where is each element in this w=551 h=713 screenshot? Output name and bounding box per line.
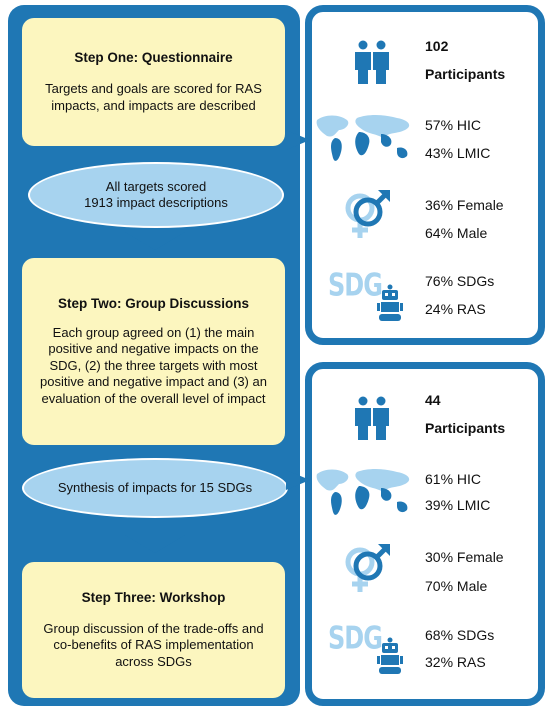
step-two-box: Step Two: Group Discussions Each group a… xyxy=(22,258,285,445)
participants-count: 102 xyxy=(425,38,448,54)
participants-label: Participants xyxy=(425,66,505,82)
sdg-logo-icon: SDG xyxy=(328,267,382,303)
robot-icon xyxy=(376,284,404,322)
people-icon xyxy=(352,396,392,440)
male-stat: 64% Male xyxy=(425,225,487,241)
hic-stat: 61% HIC xyxy=(425,471,481,487)
step-one-body: Targets and goals are scored for RAS imp… xyxy=(44,81,264,114)
step-three-box: Step Three: Workshop Group discussion of… xyxy=(22,562,285,698)
ras-stat: 24% RAS xyxy=(425,301,486,317)
lmic-stat: 43% LMIC xyxy=(425,145,490,161)
ras-stat: 32% RAS xyxy=(425,654,486,670)
step-one-box: Step One: Questionnaire Targets and goal… xyxy=(22,18,285,146)
step-three-title: Step Three: Workshop xyxy=(82,590,226,605)
step-three-body: Group discussion of the trade-offs and c… xyxy=(41,621,266,671)
oval-line: Synthesis of impacts for 15 SDGs xyxy=(58,480,252,496)
hic-stat: 57% HIC xyxy=(425,117,481,133)
participants-count: 44 xyxy=(425,392,441,408)
robot-icon xyxy=(376,637,404,675)
male-stat: 70% Male xyxy=(425,578,487,594)
female-stat: 30% Female xyxy=(425,549,504,565)
step-two-title: Step Two: Group Discussions xyxy=(58,296,249,311)
oval-line: 1913 impact descriptions xyxy=(84,195,228,211)
step-two-body: Each group agreed on (1) the main positi… xyxy=(38,325,270,408)
step-one-title: Step One: Questionnaire xyxy=(74,50,232,65)
gender-icon xyxy=(342,544,392,596)
step-one-oval: All targets scored 1913 impact descripti… xyxy=(28,162,284,228)
lmic-stat: 39% LMIC xyxy=(425,497,490,513)
world-map-icon xyxy=(313,112,417,166)
sdgs-stat: 68% SDGs xyxy=(425,627,494,643)
female-stat: 36% Female xyxy=(425,197,504,213)
sdg-logo-icon: SDG xyxy=(328,620,382,656)
participants-label: Participants xyxy=(425,420,505,436)
people-icon xyxy=(352,40,392,84)
gender-icon xyxy=(342,190,392,242)
sdgs-stat: 76% SDGs xyxy=(425,273,494,289)
step-two-oval: Synthesis of impacts for 15 SDGs xyxy=(22,458,288,518)
world-map-icon xyxy=(313,466,417,520)
oval-line: All targets scored xyxy=(106,179,206,195)
